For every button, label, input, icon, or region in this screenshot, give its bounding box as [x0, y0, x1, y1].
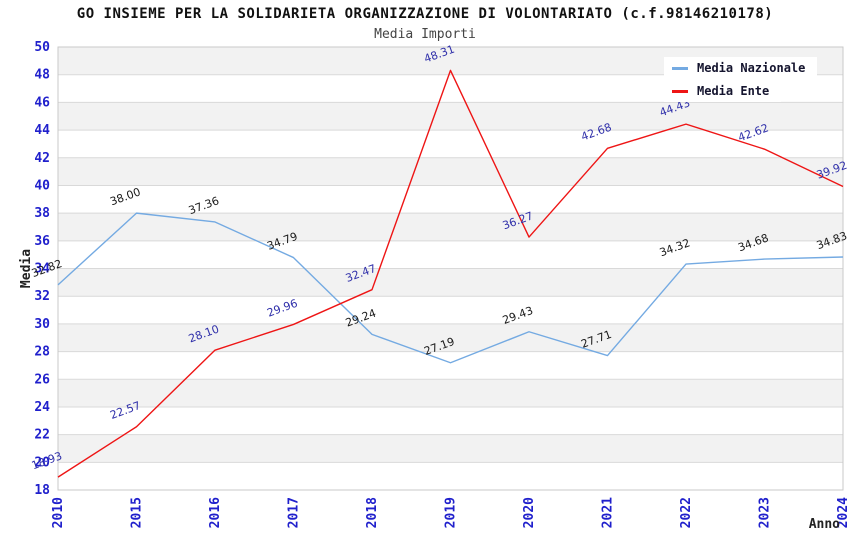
plot-band — [58, 462, 843, 490]
x-axis-tick-label: 2022 — [679, 497, 694, 528]
plot-band — [58, 434, 843, 463]
y-axis-tick-label: 44 — [34, 123, 50, 138]
plot-border — [57, 46, 844, 491]
plot-band — [58, 102, 843, 131]
y-axis-tick-label: 18 — [34, 483, 50, 498]
y-axis-tick-label: 42 — [34, 151, 50, 166]
legend-item-media-ente[interactable]: Media Ente — [664, 80, 782, 102]
legend-label-media-ente: Media Ente — [697, 84, 770, 98]
legend: Media Nazionale Media Ente — [664, 57, 818, 102]
x-axis-tick-label: 2019 — [444, 497, 459, 528]
y-axis-tick-label: 36 — [34, 234, 50, 249]
plot-band — [58, 268, 843, 297]
x-axis-tick-label: 2023 — [758, 497, 773, 528]
y-axis-tick-label: 50 — [34, 40, 50, 55]
x-axis-tick-label: 2020 — [522, 497, 537, 528]
plot-band — [58, 185, 843, 214]
y-axis-tick-label: 40 — [34, 178, 50, 193]
y-axis-tick-label: 30 — [34, 317, 50, 332]
x-axis-tick-label: 2018 — [365, 497, 380, 528]
plot-band — [58, 157, 843, 186]
series-line-media-nazionale — [57, 212, 844, 364]
plot-band — [58, 323, 843, 352]
y-axis-tick-label: 48 — [34, 68, 50, 83]
legend-item-media-nazionale[interactable]: Media Nazionale — [664, 57, 818, 79]
chart-title: GO INSIEME PER LA SOLIDARIETA ORGANIZZAZ… — [76, 6, 774, 22]
y-axis-tick-label: 34 — [34, 262, 50, 277]
y-axis-tick-label: 20 — [34, 455, 50, 470]
legend-swatch-media-nazionale — [672, 66, 688, 70]
plot-band — [58, 213, 843, 241]
legend-swatch-media-ente — [672, 89, 688, 93]
y-axis-tick-label: 46 — [34, 95, 50, 110]
y-axis-title: Media — [19, 249, 34, 288]
x-axis-tick-label: 2017 — [287, 497, 302, 528]
plot-band — [58, 406, 843, 435]
plot-band — [58, 130, 843, 158]
x-axis-tick-label: 2024 — [836, 497, 850, 528]
x-axis-title: Anno — [809, 517, 840, 532]
x-axis-tick-label: 2016 — [208, 497, 223, 528]
x-axis-tick-label: 2015 — [130, 497, 145, 528]
plot-band — [58, 379, 843, 407]
plot-band — [58, 351, 843, 380]
chart-subtitle: Media Importi — [374, 27, 476, 42]
y-axis-tick-label: 32 — [34, 289, 50, 304]
x-axis-tick-label: 2021 — [601, 497, 616, 528]
y-axis-tick-label: 26 — [34, 372, 50, 387]
legend-label-media-nazionale: Media Nazionale — [697, 61, 806, 75]
y-axis-tick-label: 22 — [34, 428, 50, 443]
plot-band — [58, 296, 843, 324]
y-axis-tick-label: 24 — [34, 400, 50, 415]
series-line-media-ente — [57, 69, 844, 478]
y-axis-tick-label: 28 — [34, 345, 50, 360]
x-axis-tick-label: 2010 — [51, 497, 66, 528]
plot-band — [58, 240, 843, 269]
y-axis-tick-label: 38 — [34, 206, 50, 221]
